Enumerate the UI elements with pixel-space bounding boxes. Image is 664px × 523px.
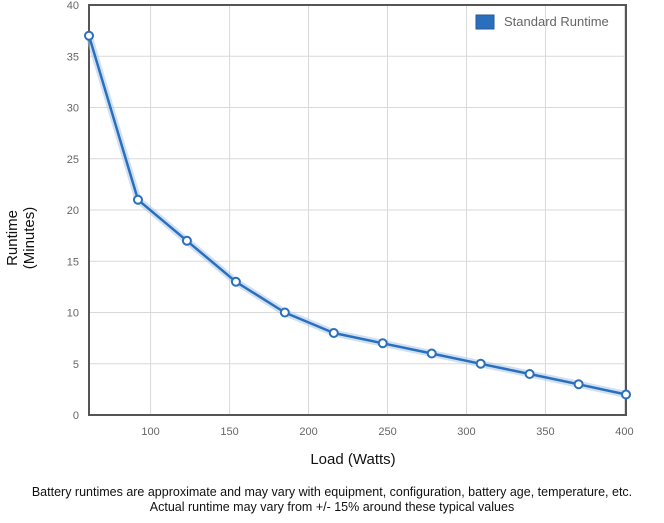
- data-point: [84, 30, 94, 41]
- footnote-line-2: Actual runtime may vary from +/- 15% aro…: [149, 500, 515, 514]
- data-point: [132, 194, 143, 205]
- x-axis-title: Load (Watts): [310, 451, 395, 468]
- y-axis-title-line: (Minutes): [21, 207, 38, 270]
- y-axis-title-line: Runtime: [4, 210, 21, 266]
- grid-lines: [89, 4, 626, 416]
- y-axis-ticks: 0 5 10 15 20 25 30 35 40: [67, 0, 79, 422]
- data-point: [475, 358, 486, 369]
- runtime-chart: 0 5 10 15 20 25 30 35 40 100 150 200 250 300 350 400 S…: [4, 0, 634, 468]
- y-tick-label: 0: [73, 410, 79, 422]
- series-line: [87, 35, 627, 396]
- y-tick-label: 35: [67, 51, 79, 63]
- y-tick-label: 15: [67, 256, 79, 268]
- series-layer: [84, 30, 631, 400]
- y-tick-label: 40: [67, 0, 79, 12]
- x-tick-label: 150: [220, 426, 238, 438]
- y-tick-label: 20: [67, 205, 79, 217]
- y-tick-label: 25: [67, 154, 79, 166]
- legend-label: Standard Runtime: [504, 14, 609, 29]
- data-point: [426, 348, 437, 359]
- data-point: [181, 235, 192, 246]
- x-tick-label: 250: [378, 426, 396, 438]
- footnote: Battery runtimes are approximate and may…: [0, 485, 664, 515]
- legend: Standard Runtime: [475, 14, 609, 30]
- data-point: [328, 328, 339, 338]
- legend-swatch: [475, 14, 495, 30]
- data-point: [230, 276, 241, 287]
- footnote-line-1: Battery runtimes are approximate and may…: [31, 485, 633, 499]
- data-point: [279, 307, 290, 318]
- data-point: [377, 338, 388, 349]
- y-tick-label: 10: [67, 308, 79, 320]
- data-point: [621, 389, 631, 400]
- x-tick-label: 350: [536, 426, 554, 438]
- y-axis-title: Runtime(Minutes): [4, 207, 38, 270]
- data-point: [524, 369, 535, 379]
- data-point: [573, 379, 584, 390]
- plot-frame: [88, 4, 627, 416]
- x-tick-label: 300: [457, 426, 475, 438]
- x-tick-label: 100: [141, 426, 159, 438]
- x-tick-label: 400: [615, 426, 633, 438]
- y-tick-label: 5: [73, 359, 79, 371]
- x-axis-ticks: 100 150 200 250 300 350 400: [141, 426, 633, 438]
- y-tick-label: 30: [67, 103, 79, 115]
- x-tick-label: 200: [299, 426, 317, 438]
